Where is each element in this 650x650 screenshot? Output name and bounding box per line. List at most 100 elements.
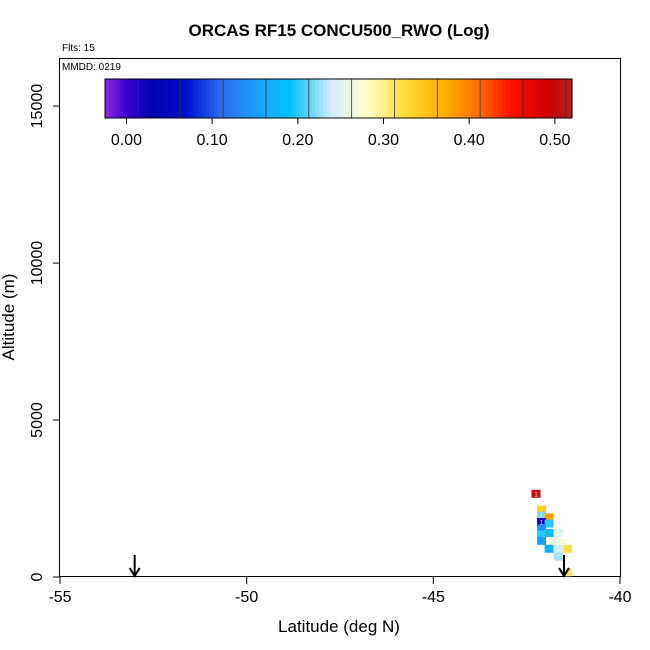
data-cell <box>537 518 547 527</box>
colorbar-segment <box>338 79 343 118</box>
colorbar-segment <box>513 79 519 118</box>
colorbar-segment <box>369 79 375 118</box>
flight-arrow <box>128 555 141 578</box>
colorbar-segment <box>455 79 460 118</box>
colorbar-segment <box>439 79 445 118</box>
colorbar-segment <box>552 79 558 118</box>
colorbar-segment <box>248 79 254 118</box>
colorbar-tick-label: 0.30 <box>368 132 399 149</box>
colorbar-segment <box>213 79 219 118</box>
colorbar-segment <box>268 79 273 118</box>
data-cell <box>537 511 547 520</box>
data-cell <box>544 513 554 522</box>
colorbar-segment <box>256 79 262 118</box>
colorbar-segment <box>276 79 281 118</box>
colorbar-segment <box>408 79 414 118</box>
colorbar-segment <box>186 79 192 118</box>
data-cell <box>563 568 573 577</box>
colorbar-segment <box>501 79 507 118</box>
x-axis-label: Latitude (deg N) <box>278 617 400 636</box>
y-tick-label: 0 <box>29 572 46 581</box>
colorbar-segment <box>330 79 336 118</box>
chart-title: ORCAS RF15 CONCU500_RWO (Log) <box>189 21 490 40</box>
colorbar-segment <box>155 79 161 118</box>
colorbar-segment <box>478 79 484 118</box>
colorbar-segment <box>474 79 480 118</box>
colorbar: 0.00 0.10 0.20 0.30 0.40 0.50 <box>104 78 573 149</box>
data-cell <box>537 505 547 514</box>
x-axis: -55 -50 -45 -40 <box>48 577 632 606</box>
colorbar-segment <box>381 79 386 118</box>
colorbar-segment <box>470 79 476 118</box>
colorbar-tick-label: 0.40 <box>454 132 485 149</box>
y-tick-label: 5000 <box>29 402 46 438</box>
colorbar-segment <box>163 79 168 118</box>
colorbar-segment <box>291 79 297 118</box>
colorbar-segment <box>486 79 491 118</box>
y-tick-label: 15000 <box>29 84 46 129</box>
colorbar-segment <box>361 79 367 118</box>
colorbar-segment <box>392 79 398 118</box>
data-cell <box>537 536 547 545</box>
colorbar-segment <box>136 79 141 118</box>
data-cell <box>553 544 563 553</box>
colorbar-segment <box>105 79 110 118</box>
colorbar-segment <box>116 79 122 118</box>
data-cell <box>553 529 563 538</box>
colorbar-segment <box>377 79 382 118</box>
colorbar-segment <box>264 79 270 118</box>
plot-area: MMDD: 0219 111 0.00 0.10 0.20 0.30 0.40 0.50 <box>59 58 621 578</box>
colorbar-segment <box>112 79 118 118</box>
colorbar-segment <box>280 79 285 118</box>
colorbar-segment <box>225 79 231 118</box>
colorbar-segment <box>315 79 320 118</box>
colorbar-segment <box>147 79 153 118</box>
data-cell <box>553 552 563 561</box>
colorbar-segment <box>221 79 227 118</box>
colorbar-segment <box>350 79 355 118</box>
colorbar-segment <box>143 79 149 118</box>
colorbar-segment <box>517 79 523 118</box>
y-axis-label: Altitude (m) <box>0 274 18 361</box>
colorbar-segment <box>326 79 332 118</box>
colorbar-segment <box>124 79 129 118</box>
colorbar-segment <box>311 79 316 118</box>
colorbar-segment <box>416 79 421 118</box>
x-tick-label: -40 <box>608 589 631 606</box>
data-cell <box>548 536 558 545</box>
colorbar-segment <box>509 79 515 118</box>
colorbar-segment <box>342 79 347 118</box>
colorbar-segment <box>373 79 379 118</box>
data-cell-label: 1 <box>540 514 544 520</box>
colorbar-segment <box>120 79 126 118</box>
colorbar-segment <box>233 79 238 118</box>
colorbar-segment <box>217 79 223 118</box>
colorbar-segment <box>206 79 211 118</box>
data-cell <box>557 538 567 547</box>
y-axis: 0 5000 10000 15000 <box>29 84 60 581</box>
x-tick-label: -45 <box>422 589 445 606</box>
colorbar-segment <box>424 79 429 118</box>
colorbar-segment <box>544 79 550 118</box>
colorbar-segment <box>284 79 289 118</box>
colorbar-segment <box>128 79 133 118</box>
colorbar-segment <box>354 79 359 118</box>
colorbar-segment <box>389 79 394 118</box>
colorbar-segment <box>385 79 390 118</box>
y-tick-label: 10000 <box>29 241 46 286</box>
colorbar-tick-label: 0.10 <box>197 132 228 149</box>
date-label: MMDD: 0219 <box>62 62 121 73</box>
x-tick-label: -50 <box>235 589 258 606</box>
colorbar-tick-label: 0.50 <box>539 132 570 149</box>
colorbar-segment <box>167 79 172 118</box>
colorbar-segment <box>525 79 530 118</box>
colorbar-segment <box>564 79 569 118</box>
colorbar-segment <box>400 79 406 118</box>
colorbar-frame <box>104 78 573 119</box>
colorbar-segment <box>151 79 157 118</box>
colorbar-segment <box>229 79 235 118</box>
colorbar-tick-label: 0.00 <box>111 132 142 149</box>
colorbar-segment <box>443 79 449 118</box>
colorbar-segment <box>194 79 199 118</box>
data-cell <box>563 544 573 553</box>
